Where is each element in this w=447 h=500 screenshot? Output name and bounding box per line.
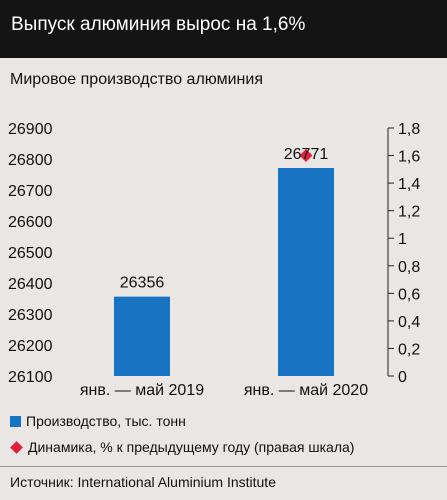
y-right-tick-label: 0,6: [398, 286, 420, 303]
y-right-tick-label: 1,4: [398, 176, 420, 193]
legend-label-dynamics: Динамика, % к предыдущему году (правая ш…: [28, 439, 355, 455]
y-right-tick-label: 0,2: [398, 341, 420, 358]
legend-label-production: Производство, тыс. тонн: [26, 413, 186, 429]
y-right-tick-label: 0,4: [398, 314, 420, 331]
y-right-tick-label: 0: [398, 369, 407, 386]
y-left-tick-label: 26500: [8, 245, 53, 262]
headline: Выпуск алюминия вырос на 1,6%: [0, 0, 447, 58]
y-left-tick-label: 26300: [8, 307, 53, 324]
y-right-tick-label: 1,8: [398, 121, 420, 138]
chart-title: Мировое производство алюминия: [10, 71, 263, 88]
chart-plot: 26100 26200 26300 26400 26500 26600 26700 26800…: [8, 121, 420, 399]
dynamics-point: [299, 149, 313, 163]
y-left-tick-label: 26200: [8, 338, 53, 355]
legend-swatch-bar: [10, 415, 21, 427]
y-right-tick-label: 0,8: [398, 259, 420, 276]
diamond-icon: [10, 440, 23, 454]
bar-value-label: 26356: [120, 275, 165, 292]
bar: [114, 296, 170, 376]
y-left-tick-label: 26700: [8, 183, 53, 200]
source-note: Источник: International Aluminium Instit…: [10, 474, 276, 490]
y-right-tick-label: 1: [398, 231, 407, 248]
y-left-tick-label: 26800: [8, 152, 53, 169]
bar-value-label: 26771: [284, 146, 329, 163]
x-category-label: янв. — май 2019: [80, 382, 204, 399]
y-right-tick-label: 1,6: [398, 149, 420, 166]
legend-item-production: Производство, тыс. тонн: [10, 410, 440, 432]
y-left-tick-label: 26100: [8, 369, 53, 386]
y-left-tick-label: 26900: [8, 121, 53, 138]
footer-divider: [0, 466, 447, 467]
bar: [278, 167, 334, 376]
legend-item-dynamics: Динамика, % к предыдущему году (правая ш…: [10, 436, 440, 458]
x-category-label: янв. — май 2020: [244, 382, 368, 399]
y-right-tick-label: 1,2: [398, 204, 420, 221]
y-left-tick-label: 26600: [8, 214, 53, 231]
y-left-tick-label: 26400: [8, 276, 53, 293]
legend: Производство, тыс. тонн Динамика, % к пр…: [10, 410, 440, 462]
